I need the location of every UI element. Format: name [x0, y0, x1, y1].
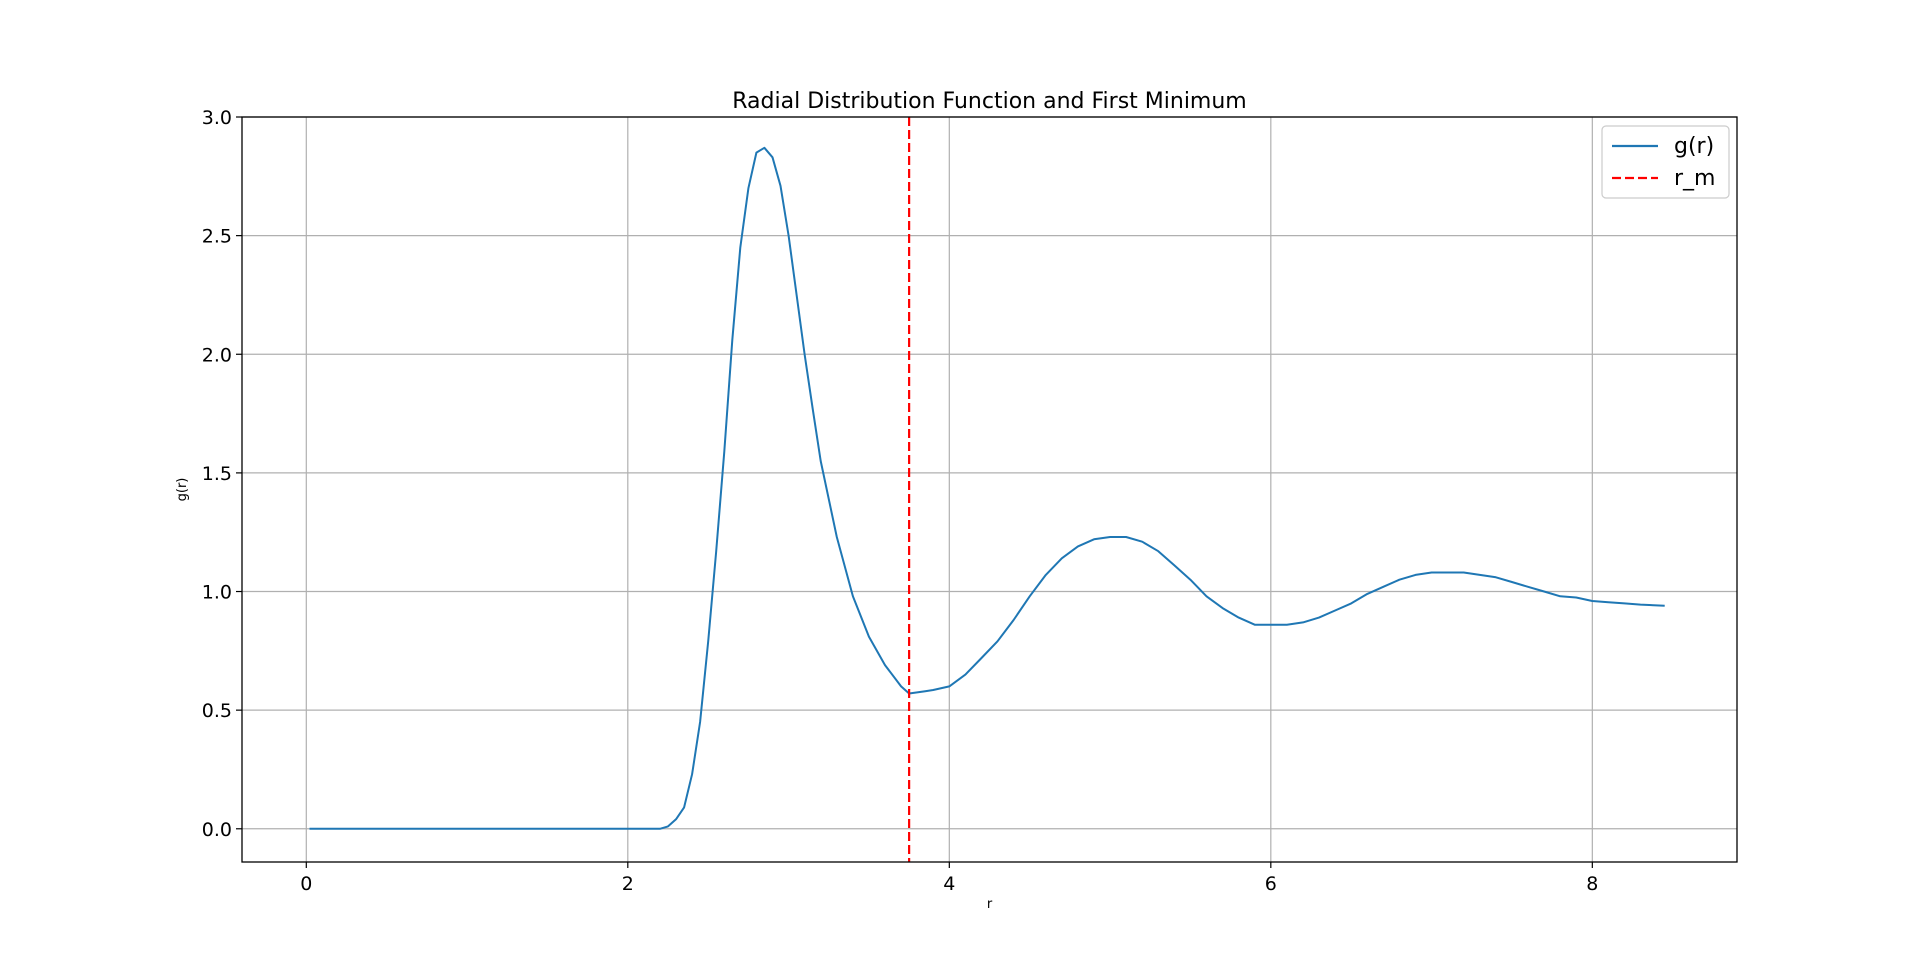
legend-entry-label: r_m: [1674, 166, 1715, 191]
legend-box: [1601, 125, 1730, 199]
chart-title: Radial Distribution Function and First M…: [732, 89, 1247, 114]
legend: g(r) r_m: [1601, 125, 1730, 199]
x-axis-label: r: [987, 897, 993, 912]
grid-layer: [242, 116, 1737, 862]
y-axis-label: g(r): [175, 478, 190, 502]
y-tick-label: 3.0: [202, 107, 232, 129]
y-tick-label: 0.0: [202, 819, 232, 841]
x-tick-label: 0: [300, 873, 312, 895]
y-tick-label: 1.0: [202, 582, 232, 604]
y-tick-label: 2.0: [202, 344, 232, 366]
legend-entry-label: g(r): [1674, 134, 1714, 159]
x-tick-label: 4: [943, 873, 955, 895]
y-tick-label: 2.5: [202, 226, 232, 248]
tick-layer: 0 2 4 6 8 0.0 0.5 1.0 1.5 2.0 2.5 3.0: [202, 107, 1599, 895]
x-tick-label: 6: [1265, 873, 1277, 895]
gr-series-line: [309, 146, 1665, 830]
x-tick-label: 8: [1586, 873, 1598, 895]
plot-frame: [241, 116, 1738, 863]
y-tick-label: 1.5: [202, 463, 232, 485]
data-layer: [309, 117, 1665, 862]
x-tick-label: 2: [622, 873, 634, 895]
y-tick-label: 0.5: [202, 700, 232, 722]
